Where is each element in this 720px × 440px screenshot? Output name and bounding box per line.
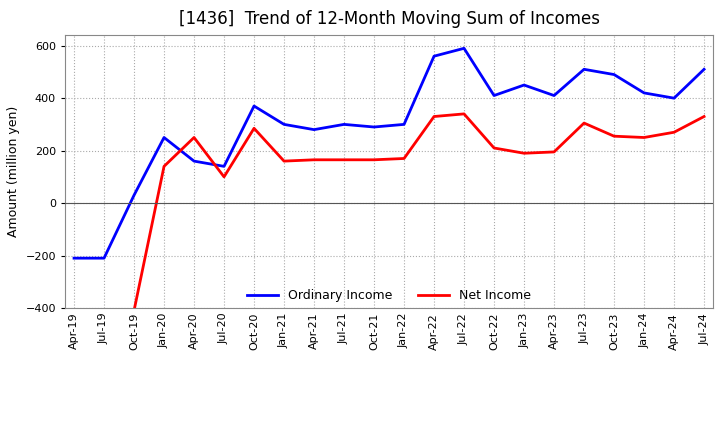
Y-axis label: Amount (million yen): Amount (million yen): [7, 106, 20, 237]
Net Income: [490, 145, 498, 150]
Net Income: [640, 135, 649, 140]
Ordinary Income: [99, 256, 108, 261]
Line: Net Income: Net Income: [74, 114, 704, 311]
Ordinary Income: [430, 54, 438, 59]
Ordinary Income: [70, 256, 78, 261]
Net Income: [99, 308, 108, 313]
Net Income: [550, 149, 559, 154]
Net Income: [160, 164, 168, 169]
Net Income: [700, 114, 708, 119]
Net Income: [430, 114, 438, 119]
Ordinary Income: [520, 82, 528, 88]
Net Income: [520, 150, 528, 156]
Net Income: [130, 308, 138, 313]
Ordinary Income: [220, 164, 228, 169]
Ordinary Income: [250, 103, 258, 109]
Ordinary Income: [310, 127, 318, 132]
Ordinary Income: [610, 72, 618, 77]
Ordinary Income: [279, 122, 288, 127]
Ordinary Income: [130, 193, 138, 198]
Line: Ordinary Income: Ordinary Income: [74, 48, 704, 258]
Net Income: [610, 134, 618, 139]
Net Income: [580, 121, 588, 126]
Ordinary Income: [189, 158, 198, 164]
Ordinary Income: [340, 122, 348, 127]
Ordinary Income: [490, 93, 498, 98]
Net Income: [310, 157, 318, 162]
Net Income: [220, 174, 228, 180]
Ordinary Income: [700, 66, 708, 72]
Title: [1436]  Trend of 12-Month Moving Sum of Incomes: [1436] Trend of 12-Month Moving Sum of I…: [179, 10, 600, 28]
Ordinary Income: [160, 135, 168, 140]
Ordinary Income: [640, 90, 649, 95]
Ordinary Income: [400, 122, 408, 127]
Net Income: [370, 157, 379, 162]
Net Income: [340, 157, 348, 162]
Ordinary Income: [370, 125, 379, 130]
Ordinary Income: [550, 93, 559, 98]
Net Income: [189, 135, 198, 140]
Ordinary Income: [460, 46, 469, 51]
Net Income: [400, 156, 408, 161]
Net Income: [250, 126, 258, 131]
Ordinary Income: [670, 95, 678, 101]
Net Income: [460, 111, 469, 117]
Legend: Ordinary Income, Net Income: Ordinary Income, Net Income: [242, 284, 536, 307]
Net Income: [279, 158, 288, 164]
Net Income: [70, 308, 78, 313]
Net Income: [670, 130, 678, 135]
Ordinary Income: [580, 66, 588, 72]
